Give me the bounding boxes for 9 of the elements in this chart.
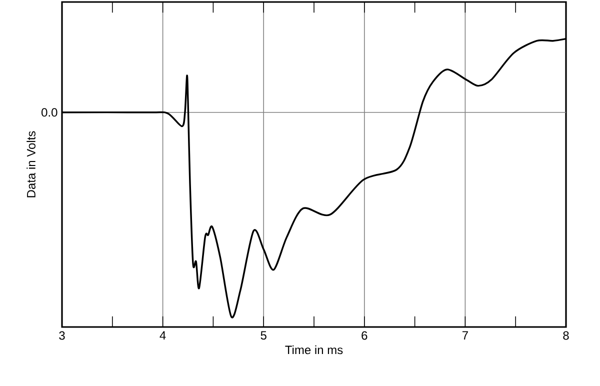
x-tick-label: 6 (362, 331, 368, 340)
ref-line-label: 0.0 (42, 108, 58, 117)
x-tick-label: 7 (462, 331, 468, 340)
x-tick-label: 4 (160, 331, 166, 340)
x-tick-label: 3 (59, 331, 65, 340)
x-tick-label: 5 (260, 331, 266, 340)
x-axis-title: Time in ms (285, 345, 343, 354)
x-tick-label: 8 (563, 331, 569, 340)
y-axis-title: Data in Volts (26, 131, 36, 198)
